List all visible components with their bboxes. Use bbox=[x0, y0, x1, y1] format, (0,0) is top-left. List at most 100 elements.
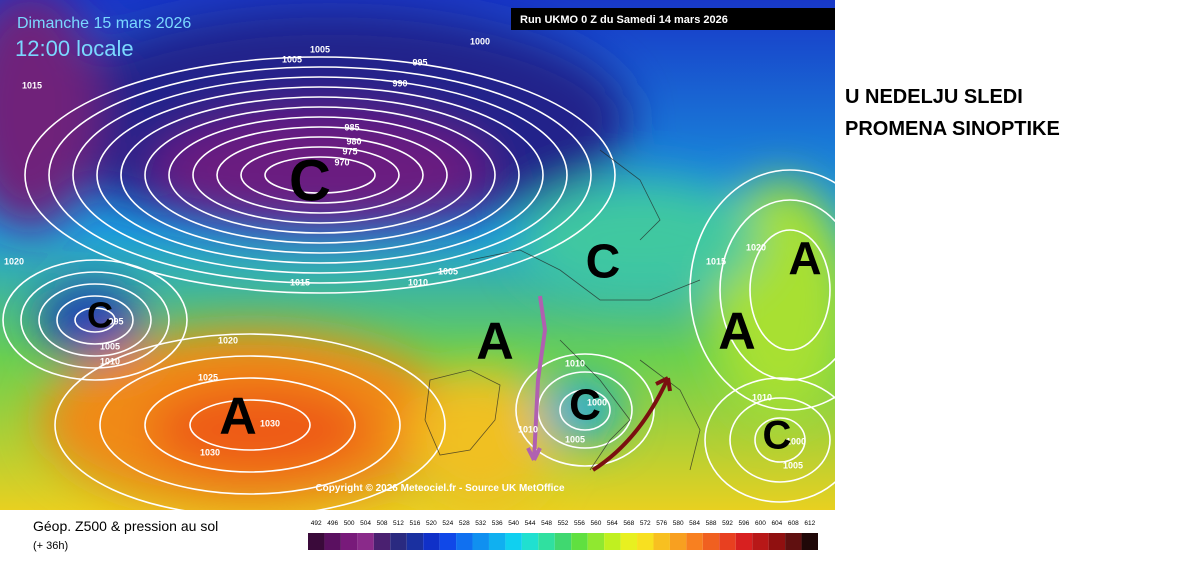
isobar-label: 995 bbox=[108, 316, 123, 326]
isobar bbox=[192, 126, 448, 224]
isobar bbox=[144, 106, 496, 244]
scale-swatch bbox=[308, 533, 325, 550]
scale-label: 592 bbox=[722, 520, 733, 527]
scale-label: 496 bbox=[327, 520, 338, 527]
scale-swatch bbox=[620, 533, 638, 550]
isobar bbox=[48, 66, 592, 284]
scale-swatch bbox=[521, 533, 539, 550]
scale-swatch bbox=[406, 533, 424, 550]
scale-swatch bbox=[439, 533, 457, 550]
scale-label: 508 bbox=[377, 520, 388, 527]
isobar bbox=[559, 389, 611, 431]
scale-label: 556 bbox=[574, 520, 585, 527]
isobar bbox=[240, 146, 400, 204]
isobar-label: 1015 bbox=[706, 256, 726, 266]
isobar-label: 1015 bbox=[22, 80, 42, 90]
pressure-center: A bbox=[476, 313, 514, 371]
isobar-label: 1010 bbox=[752, 392, 772, 402]
annotation-line: U NEDELJU SLEDI bbox=[845, 86, 1023, 108]
scale-swatch bbox=[340, 533, 358, 550]
isobar-label: 975 bbox=[342, 146, 357, 156]
scale-label: 608 bbox=[788, 520, 799, 527]
scale-label: 516 bbox=[410, 520, 421, 527]
time: 12:00 locale bbox=[15, 36, 134, 61]
isobar bbox=[754, 417, 806, 463]
isobar-label: 1020 bbox=[746, 242, 766, 252]
scale-label: 564 bbox=[607, 520, 618, 527]
isobar bbox=[56, 295, 134, 345]
isobar-label: 1015 bbox=[290, 277, 310, 287]
run-box bbox=[511, 8, 835, 30]
arrow-purple-head bbox=[526, 447, 542, 461]
scale-label: 600 bbox=[755, 520, 766, 527]
scale-swatch bbox=[735, 533, 753, 550]
scale-swatch bbox=[505, 533, 522, 550]
pressure-center: A bbox=[788, 232, 821, 284]
isobar bbox=[2, 259, 188, 381]
scale-swatch bbox=[472, 533, 489, 550]
scale-swatch bbox=[637, 533, 654, 550]
scale-label: 540 bbox=[508, 520, 519, 527]
isobar bbox=[729, 397, 831, 483]
scale-swatch bbox=[686, 533, 703, 550]
isobar bbox=[749, 229, 831, 351]
isobar-label: 1020 bbox=[218, 335, 238, 345]
scale-label: 524 bbox=[442, 520, 453, 527]
scale-swatch bbox=[653, 533, 670, 550]
coastlines bbox=[424, 149, 701, 471]
isobar bbox=[54, 333, 446, 510]
isobar-label: 1030 bbox=[200, 447, 220, 457]
isobar-label: 1030 bbox=[260, 418, 280, 428]
pressure-center: C bbox=[87, 295, 113, 336]
pressure-center: C bbox=[763, 414, 792, 458]
isobar bbox=[264, 156, 376, 194]
scale-swatch bbox=[669, 533, 687, 550]
scale-swatch bbox=[423, 533, 440, 550]
isobar-label: 1005 bbox=[282, 54, 302, 64]
pressure-center: C bbox=[289, 148, 331, 213]
copyright: Copyright © 2026 Meteociel.fr - Source U… bbox=[315, 483, 565, 494]
scale-swatch bbox=[604, 533, 621, 550]
isobar-label: 1020 bbox=[4, 256, 24, 266]
isobar bbox=[38, 283, 152, 357]
scale-label: 584 bbox=[689, 520, 700, 527]
scale-swatch bbox=[456, 533, 473, 550]
isobar-label: 1000 bbox=[587, 397, 607, 407]
isobar-label: 1010 bbox=[100, 356, 120, 366]
scale-swatch bbox=[719, 533, 736, 550]
scale-label: 580 bbox=[673, 520, 684, 527]
scale-label: 612 bbox=[804, 520, 815, 527]
arrow-red bbox=[591, 377, 670, 472]
isobar-label: 1010 bbox=[565, 358, 585, 368]
isobar bbox=[72, 76, 568, 274]
scale-swatch bbox=[538, 533, 555, 550]
scale-swatch bbox=[390, 533, 407, 550]
scale-label: 548 bbox=[541, 520, 552, 527]
scale-swatch bbox=[488, 533, 506, 550]
scale-swatch bbox=[587, 533, 605, 550]
scale-swatch bbox=[752, 533, 769, 550]
isobar-label: 1005 bbox=[438, 266, 458, 276]
footer-lead: (+ 36h) bbox=[33, 540, 68, 552]
isobar bbox=[20, 271, 170, 369]
scale-label: 492 bbox=[311, 520, 322, 527]
isobar bbox=[144, 377, 356, 473]
run: Run UKMO 0 Z du Samedi 14 mars 2026 bbox=[520, 14, 728, 26]
scale-swatch bbox=[571, 533, 588, 550]
scale-label: 500 bbox=[344, 520, 355, 527]
isobar-label: 1000 bbox=[470, 36, 490, 46]
isobar bbox=[96, 86, 544, 264]
isobar-label: 980 bbox=[346, 136, 361, 146]
isobar-label: 985 bbox=[344, 122, 359, 132]
scale-swatch bbox=[801, 533, 818, 550]
isobar-label: 970 bbox=[334, 157, 349, 167]
isobar bbox=[189, 399, 311, 451]
scale-label: 588 bbox=[706, 520, 717, 527]
arrow-red-head bbox=[655, 376, 672, 392]
scale-swatch bbox=[785, 533, 802, 550]
isobar bbox=[704, 377, 835, 503]
isobar-label: 1005 bbox=[565, 434, 585, 444]
scale-swatch bbox=[554, 533, 572, 550]
